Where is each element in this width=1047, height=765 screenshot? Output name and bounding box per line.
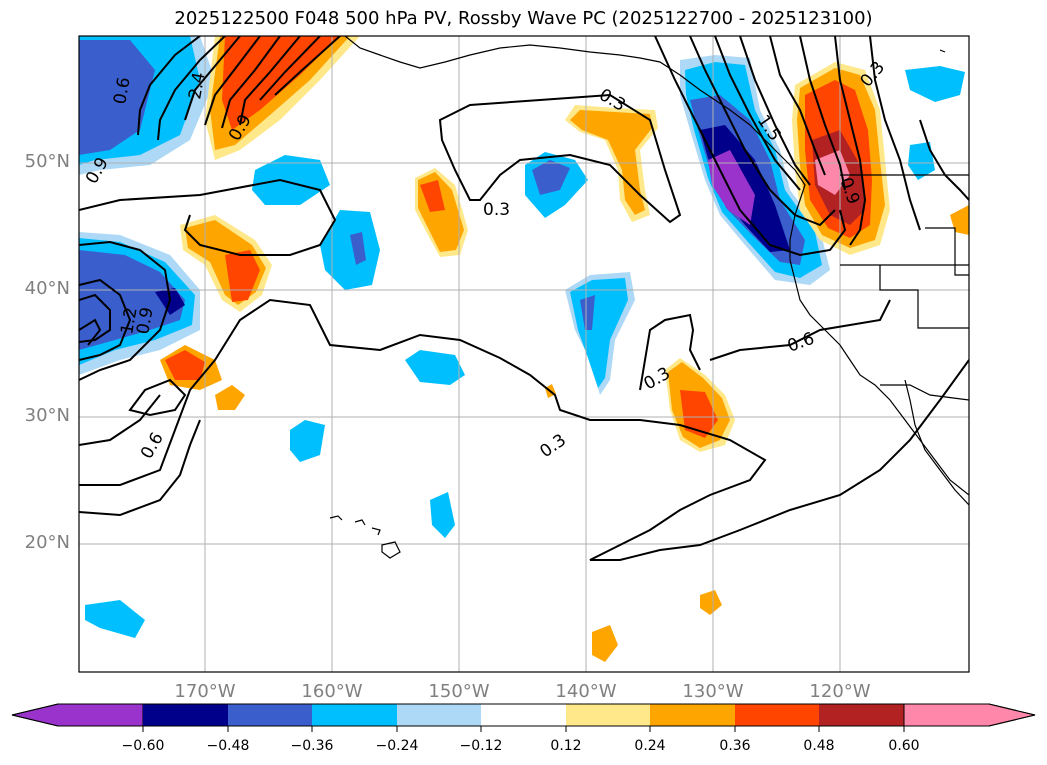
colorbar-under-arrow bbox=[11, 703, 144, 727]
contour-label: 0.3 bbox=[483, 200, 510, 220]
colorbar-tick-label: 0.24 bbox=[634, 738, 666, 754]
colorbar-tick-label: 0.60 bbox=[888, 738, 920, 754]
colorbar-tick-label: −0.60 bbox=[121, 738, 165, 754]
longitude-label: 140°W bbox=[555, 681, 617, 702]
negative-anomaly-region bbox=[580, 295, 595, 330]
positive-anomaly-region bbox=[570, 110, 652, 215]
contour-label: 2.4 bbox=[185, 71, 209, 101]
negative-anomaly-region bbox=[905, 66, 965, 102]
colorbar-tick-label: 0.12 bbox=[550, 738, 582, 754]
negative-anomaly-region bbox=[320, 210, 380, 290]
latitude-label: 40°N bbox=[24, 278, 70, 299]
positive-anomaly-region bbox=[222, 36, 340, 130]
colorbar-tick-label: 0.36 bbox=[719, 738, 751, 754]
colorbar-segment bbox=[481, 704, 566, 726]
map-title: 2025122500 F048 500 hPa PV, Rossby Wave … bbox=[174, 8, 873, 29]
colorbar-tick-label: −0.24 bbox=[375, 738, 419, 754]
colorbar-tick-label: −0.12 bbox=[459, 738, 503, 754]
negative-anomaly-region bbox=[290, 420, 325, 462]
colorbar-over-arrow bbox=[903, 703, 1036, 727]
negative-anomaly-region bbox=[532, 160, 570, 195]
positive-anomaly-region bbox=[700, 590, 722, 615]
colorbar-segment bbox=[312, 704, 397, 726]
negative-anomaly-region bbox=[350, 232, 366, 265]
longitude-label: 130°W bbox=[682, 681, 744, 702]
colorbar-segment bbox=[228, 704, 312, 726]
positive-anomaly-region bbox=[680, 390, 718, 438]
negative-anomaly-region bbox=[430, 492, 455, 538]
positive-anomaly-region bbox=[420, 180, 445, 212]
contour-label: 0.9 bbox=[133, 306, 157, 336]
graticule bbox=[79, 36, 969, 672]
colorbar-outline bbox=[11, 703, 1036, 727]
pv-contours bbox=[79, 36, 969, 561]
negative-anomaly-region bbox=[405, 350, 465, 385]
negative-anomaly-region bbox=[252, 155, 330, 205]
latitude-label: 30°N bbox=[24, 405, 70, 426]
positive-anomaly-region bbox=[592, 625, 618, 662]
contour-label: 1.2 bbox=[117, 306, 141, 336]
positive-anomaly-region bbox=[225, 250, 260, 302]
latitude-label: 20°N bbox=[24, 532, 70, 553]
longitude-label: 120°W bbox=[809, 681, 871, 702]
plot-frame bbox=[78, 35, 970, 673]
colorbar-segment bbox=[735, 704, 819, 726]
colorbar bbox=[11, 703, 1036, 732]
longitude-label: 160°W bbox=[301, 681, 363, 702]
positive-anomaly-region bbox=[815, 150, 850, 195]
colorbar-segment bbox=[819, 704, 904, 726]
positive-anomaly-region bbox=[165, 350, 205, 380]
negative-anomaly-region bbox=[85, 600, 145, 638]
negative-anomaly-region bbox=[79, 250, 185, 350]
contour-label: 0.6 bbox=[110, 76, 134, 106]
colorbar-tick-label: 0.48 bbox=[803, 738, 835, 754]
colorbar-segment bbox=[566, 704, 650, 726]
colorbar-segment bbox=[143, 704, 228, 726]
coastlines bbox=[329, 36, 969, 559]
negative-anomaly-region bbox=[79, 40, 155, 155]
positive-anomaly-region bbox=[215, 385, 245, 410]
longitude-label: 170°W bbox=[174, 681, 236, 702]
colorbar-segment bbox=[397, 704, 481, 726]
longitude-label: 150°W bbox=[428, 681, 490, 702]
colorbar-tick-label: −0.48 bbox=[206, 738, 250, 754]
latitude-label: 50°N bbox=[24, 151, 70, 172]
pv-anomaly-shading bbox=[79, 36, 969, 662]
colorbar-tick-label: −0.36 bbox=[290, 738, 334, 754]
colorbar-segment bbox=[650, 704, 735, 726]
colorbar-ticks bbox=[142, 726, 905, 732]
negative-anomaly-region bbox=[908, 142, 935, 180]
